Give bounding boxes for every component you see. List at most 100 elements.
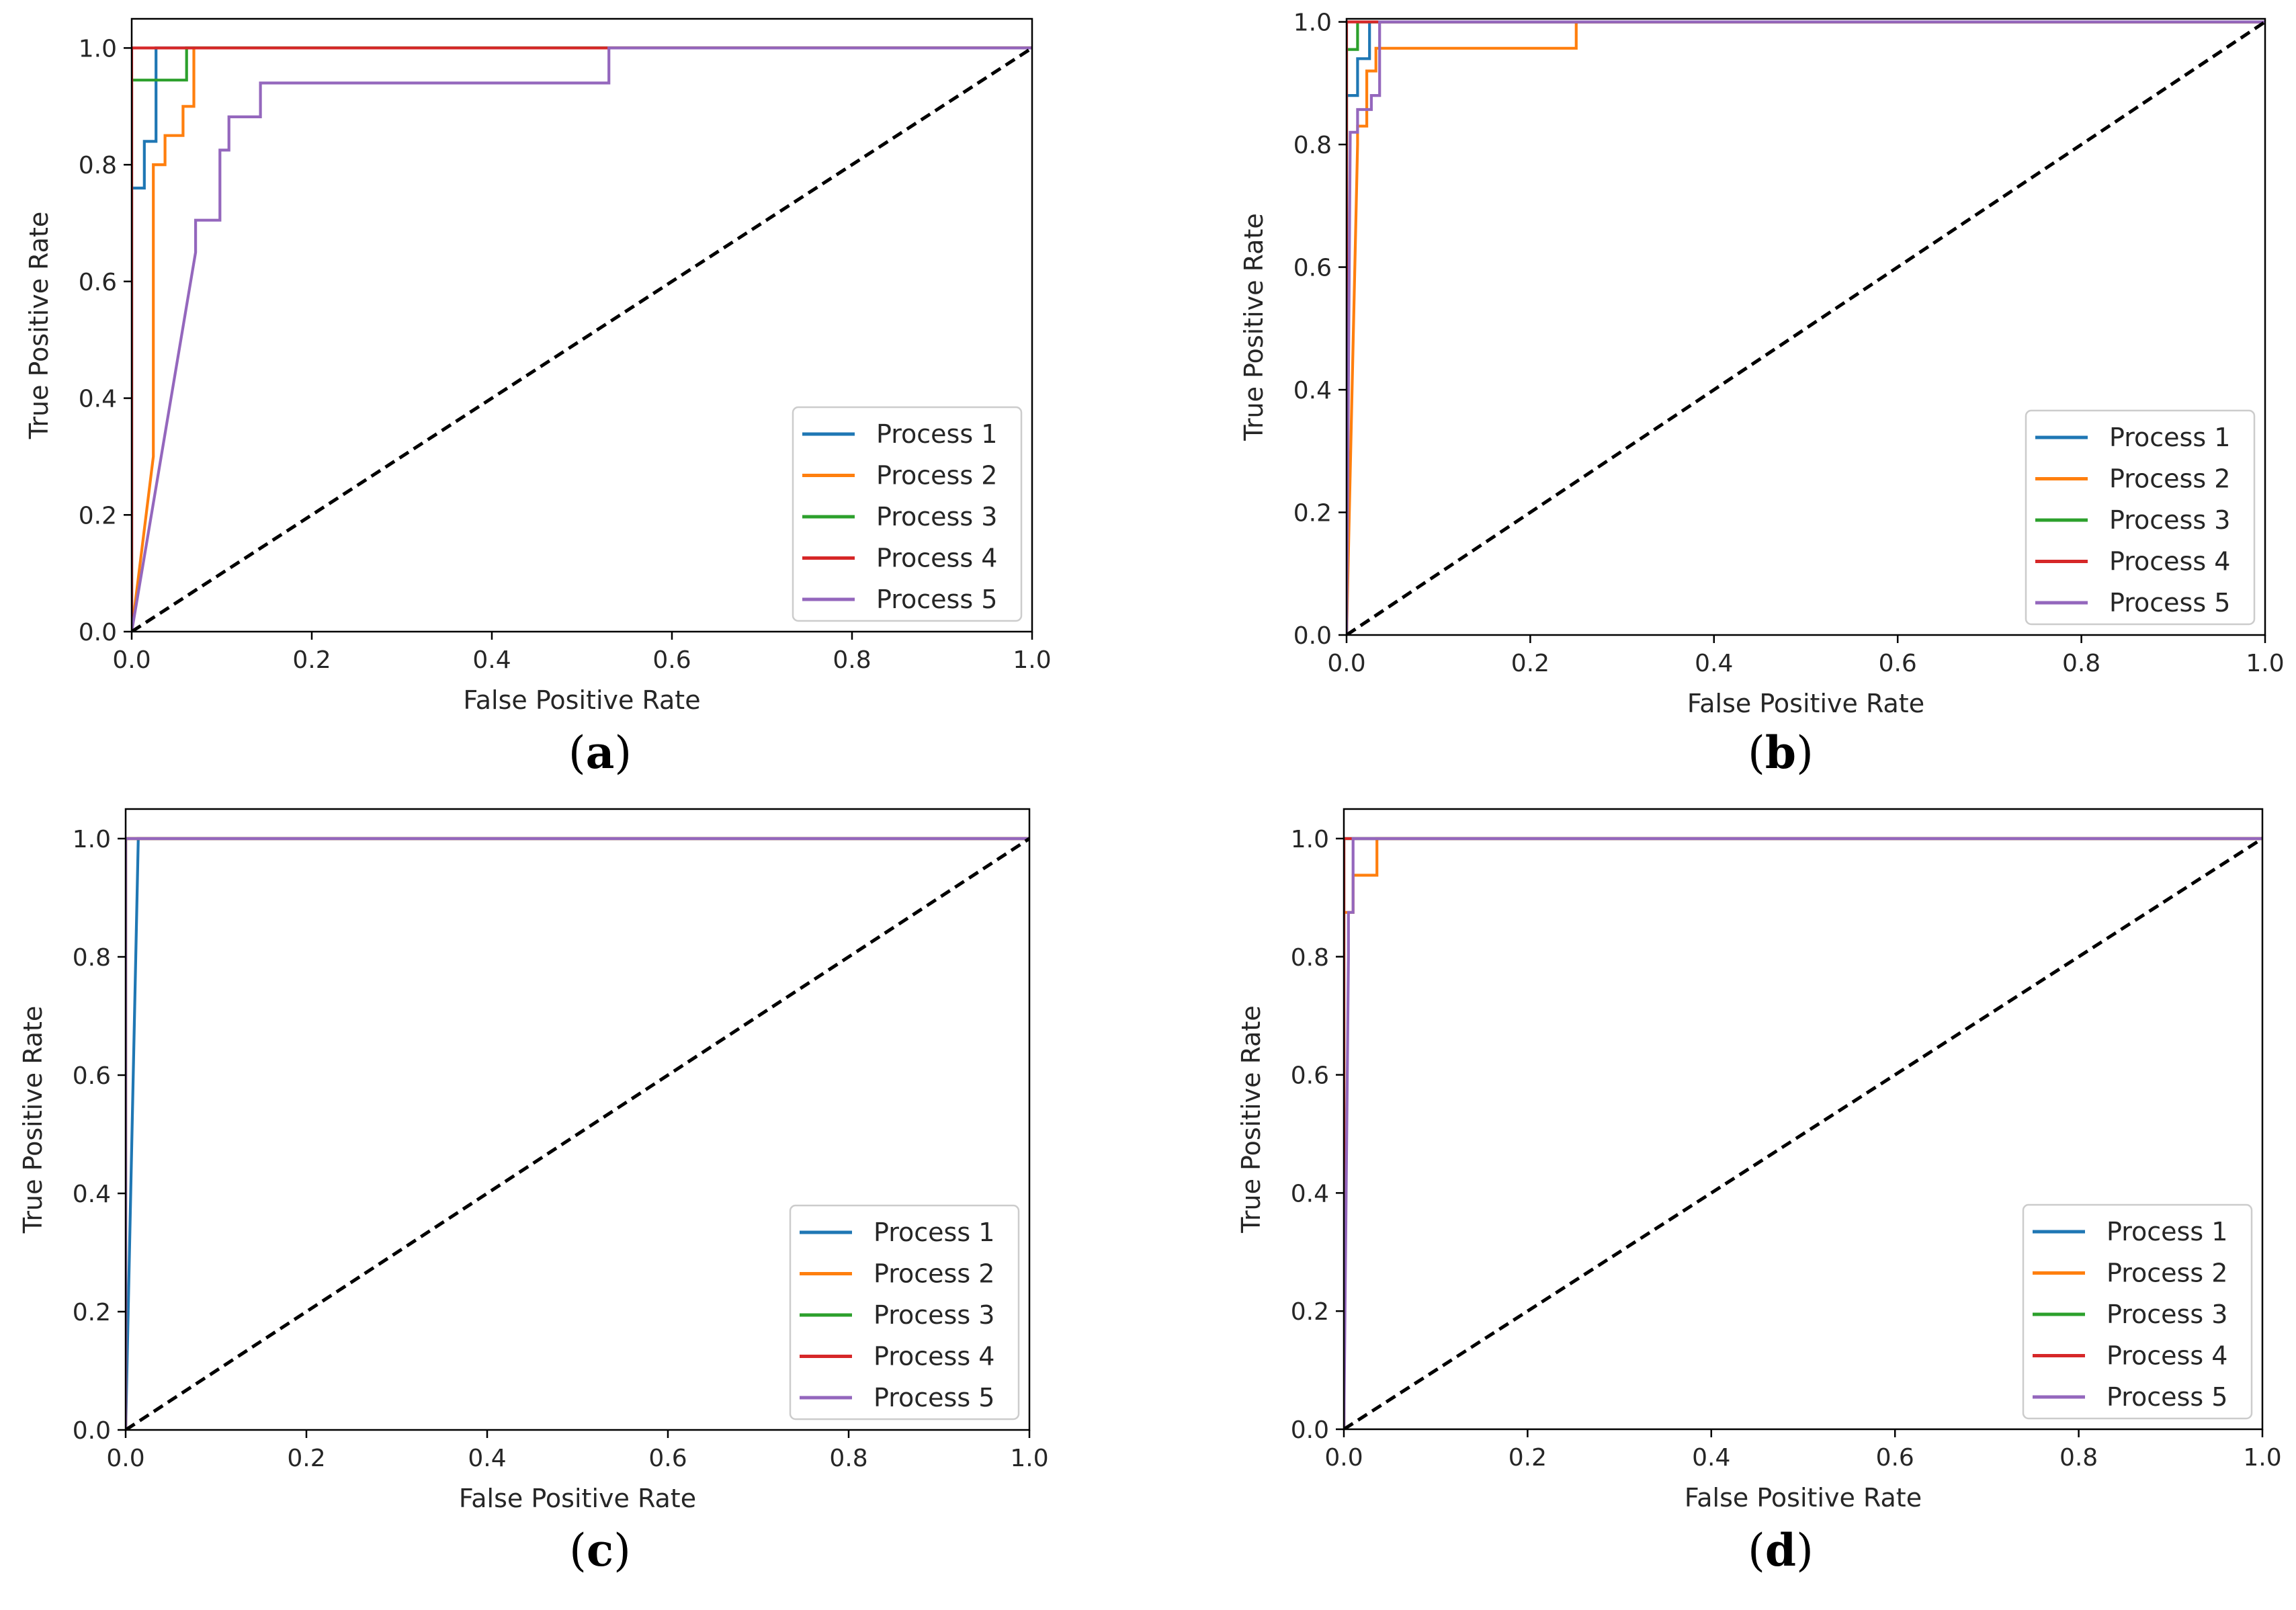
panel-a-series-line-5 [132, 46, 1032, 632]
panel-b-y-tick-label: 0.6 [1293, 255, 1332, 282]
panel-d-legend-label-5: Process 5 [2107, 1382, 2227, 1412]
panel-d-caption-open: ( [1748, 1525, 1765, 1576]
panel-b-plot-frame [1345, 17, 2266, 636]
panel-a-legend-label-2: Process 2 [876, 461, 997, 491]
panel-a-y-tick-label: 0.6 [79, 269, 117, 296]
panel-b-x-axis-label: False Positive Rate [1687, 689, 1924, 718]
panel-a-y-tick-label: 0.8 [79, 152, 117, 179]
panel-b-x-tick-label: 0.4 [1695, 650, 1733, 677]
panel-b-legend-label-1: Process 1 [2109, 423, 2230, 452]
panel-d-x-tick-label: 0.8 [2059, 1444, 2098, 1472]
panel-b-y-tick-label: 0.0 [1293, 622, 1332, 650]
panel-a-x-tick-label: 0.6 [652, 646, 691, 674]
panel-c-y-tick-label: 0.0 [73, 1417, 111, 1445]
panel-d-x-tick-label: 1.0 [2243, 1444, 2281, 1472]
panel-a-x-tick-label: 1.0 [1013, 646, 1051, 674]
panel-b-legend: Process 1 Process 2 Process 3 Process 4 Proc… [2025, 409, 2256, 626]
panel-c-caption-letter: c [587, 1524, 613, 1576]
panel-d-y-axis-label: True Positive Rate [1236, 1005, 1266, 1234]
panel-b-x-tick-label: 0.0 [1327, 650, 1365, 677]
panel-d-legend-label-4: Process 4 [2107, 1341, 2227, 1371]
panel-b-y-tick-label: 1.0 [1293, 9, 1332, 37]
panel-d-series-line-5 [1344, 837, 2262, 1429]
panel-a-plot-frame [130, 17, 1033, 633]
panel-c-x-axis-label: False Positive Rate [459, 1484, 696, 1513]
panel-b-legend-label-2: Process 2 [2109, 464, 2230, 494]
panel-b-lines [1347, 20, 2265, 635]
panel-c-x-tick-label: 0.8 [829, 1445, 867, 1472]
panel-a-x-tick-label: 0.4 [472, 646, 511, 674]
panel-a-legend-label-5: Process 5 [876, 585, 997, 614]
panel-d-caption: (d) [1748, 1524, 1814, 1576]
panel-c-legend-label-2: Process 2 [874, 1259, 994, 1289]
panel-d-caption-close: ) [1796, 1525, 1814, 1576]
panel-c-legend-label-1: Process 1 [874, 1218, 994, 1247]
panel-b-caption-open: ( [1748, 727, 1765, 779]
panel-d-y-tick-label: 0.0 [1291, 1416, 1329, 1444]
panel-b-x-tick-label: 0.2 [1511, 650, 1549, 677]
panel-a-legend-label-4: Process 4 [876, 544, 997, 573]
panel-c: 0.0 0.2 0.4 0.6 0.8 1.0 0.0 0.2 0.4 0.6 0.8 1.0 Fals… [18, 808, 1049, 1576]
panel-c-y-tick-label: 0.4 [73, 1181, 111, 1208]
panel-a-y-axis-label: True Positive Rate [24, 212, 54, 440]
panel-b-caption-close: ) [1796, 727, 1814, 779]
panel-b-legend-label-4: Process 4 [2109, 547, 2230, 577]
panel-d-x-tick-label: 0.6 [1876, 1444, 1914, 1472]
panel-a-legend: Process 1 Process 2 Process 3 Process 4 Proc… [792, 406, 1023, 622]
panel-b-y-tick-label: 0.8 [1293, 132, 1332, 159]
panel-d-chance-line [1344, 837, 2262, 1429]
panel-b-caption: (b) [1748, 726, 1814, 779]
panel-a-x-tick-label: 0.0 [112, 646, 151, 674]
panel-c-caption-open: ( [569, 1525, 587, 1576]
panel-b-y-tick-label: 0.2 [1293, 500, 1332, 527]
panel-c-x-tick-label: 0.0 [106, 1445, 144, 1472]
panel-d-legend-box [2022, 1203, 2253, 1420]
panel-c-legend-box [789, 1204, 1020, 1421]
panel-a-y-tick-label: 0.0 [79, 619, 117, 646]
panel-b-x-tick-label: 0.6 [1879, 650, 1917, 677]
panel-c-legend: Process 1 Process 2 Process 3 Process 4 Proc… [789, 1204, 1020, 1421]
panel-b-caption-letter: b [1765, 726, 1796, 779]
panel-d-plot-frame [1343, 808, 2264, 1431]
panel-a-y-tick-label: 0.4 [79, 386, 117, 413]
panel-a-y-tick-label: 0.2 [79, 502, 117, 529]
panel-b-legend-label-3: Process 3 [2109, 505, 2230, 535]
panel-c-chance-line [126, 837, 1029, 1430]
panel-a-chance-line [132, 46, 1032, 632]
panel-a-lines [132, 46, 1032, 632]
panel-d-legend-label-3: Process 3 [2107, 1300, 2227, 1329]
panel-d-x-tick-label: 0.0 [1324, 1444, 1363, 1472]
panel-c-legend-label-3: Process 3 [874, 1300, 994, 1330]
panel-a-series-line-2 [132, 46, 1032, 632]
panel-a: 0.0 0.2 0.4 0.6 0.8 1.0 0.0 0.2 0.4 0.6 0.8 1.0 Fals… [24, 17, 1052, 779]
panel-d-legend-label-2: Process 2 [2107, 1259, 2227, 1288]
panel-b: 0.0 0.2 0.4 0.6 0.8 1.0 0.0 0.2 0.4 0.6 0.8 1.0 Fals… [1239, 9, 2285, 779]
panel-b-y-axis-label: True Positive Rate [1239, 213, 1269, 441]
panel-a-legend-label-1: Process 1 [876, 419, 997, 449]
panel-c-x-tick-label: 1.0 [1010, 1445, 1048, 1472]
panel-d-lines [1344, 837, 2262, 1429]
panel-c-y-tick-label: 1.0 [73, 826, 111, 853]
panel-c-x-tick-label: 0.6 [648, 1445, 687, 1472]
panel-b-legend-label-5: Process 5 [2109, 588, 2230, 618]
panel-a-x-tick-label: 0.2 [292, 646, 331, 674]
panel-c-y-tick-label: 0.8 [73, 944, 111, 972]
panel-c-x-tick-label: 0.2 [287, 1445, 325, 1472]
panel-c-y-tick-label: 0.2 [73, 1299, 111, 1326]
panel-a-legend-box [792, 406, 1023, 622]
panel-a-caption: (a) [568, 726, 632, 779]
panel-c-caption-close: ) [613, 1525, 631, 1576]
panel-b-series-line-2 [1347, 20, 2265, 635]
panel-d: 0.0 0.2 0.4 0.6 0.8 1.0 0.0 0.2 0.4 0.6 0.8 1.0 Fals… [1236, 808, 2282, 1576]
panel-c-legend-label-5: Process 5 [874, 1383, 994, 1412]
panel-d-y-tick-label: 0.8 [1291, 944, 1329, 972]
panel-a-caption-letter: a [586, 726, 615, 779]
panel-a-x-tick-label: 0.8 [833, 646, 871, 674]
panel-d-y-tick-label: 0.2 [1291, 1298, 1329, 1326]
panel-d-legend-label-1: Process 1 [2107, 1217, 2227, 1246]
panel-a-caption-close: ) [614, 727, 632, 779]
panel-c-series-line-5 [126, 837, 1029, 1430]
panel-c-plot-frame [124, 808, 1031, 1431]
panel-b-x-tick-label: 0.8 [2062, 650, 2100, 677]
